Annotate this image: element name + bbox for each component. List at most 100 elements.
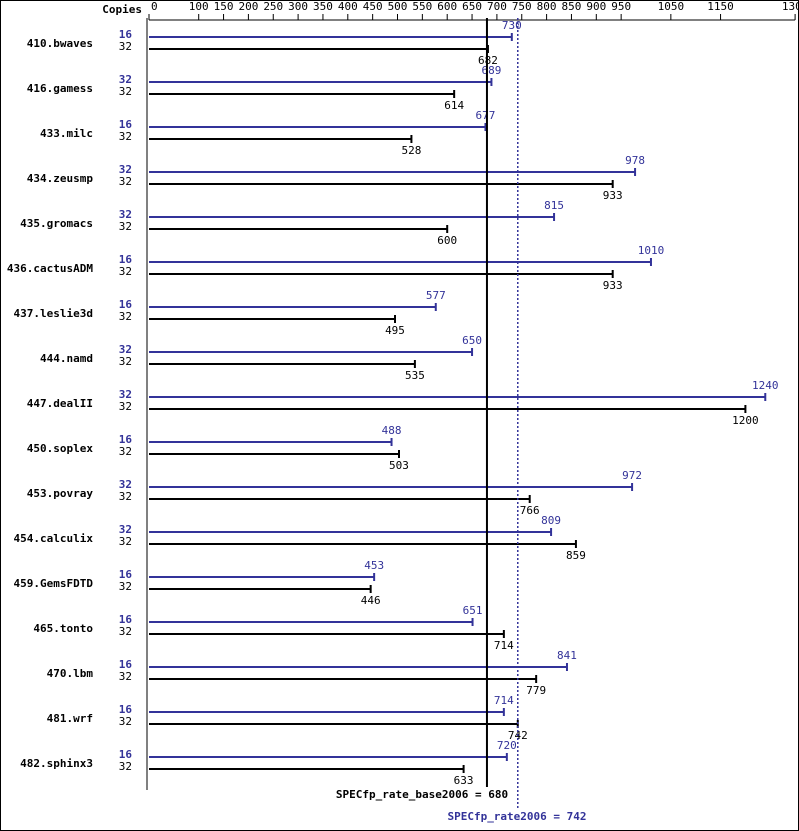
copies-label: 16: [119, 658, 133, 671]
x-tick-label: 100: [189, 0, 209, 13]
value-label: 614: [444, 99, 464, 112]
x-tick-label: 950: [611, 0, 631, 13]
x-tick-label: 650: [462, 0, 482, 13]
benchmark-label: 465.tonto: [33, 622, 93, 635]
copies-label: 16: [119, 253, 133, 266]
copies-label: 32: [119, 265, 132, 278]
copies-label: 16: [119, 28, 133, 41]
reference-label: SPECfp_rate2006 = 742: [447, 810, 586, 823]
value-label: 841: [557, 649, 577, 662]
value-label: 503: [389, 459, 409, 472]
reference-name: SPECfp_rate2006 =: [447, 810, 560, 823]
value-label: 488: [382, 424, 402, 437]
benchmark-label: 433.milc: [40, 127, 93, 140]
copies-label: 16: [119, 748, 133, 761]
copies-label: 32: [119, 343, 132, 356]
copies-label: 16: [119, 613, 133, 626]
value-label: 714: [494, 694, 514, 707]
value-label: 972: [622, 469, 642, 482]
x-tick-label: 250: [263, 0, 283, 13]
value-label: 446: [361, 594, 381, 607]
copies-label: 32: [119, 670, 132, 683]
benchmark-label: 470.lbm: [47, 667, 94, 680]
copies-label: 32: [119, 580, 132, 593]
value-label: 859: [566, 549, 586, 562]
benchmark-label: 435.gromacs: [20, 217, 93, 230]
value-label: 766: [520, 504, 540, 517]
benchmark-label: 481.wrf: [47, 712, 93, 725]
value-label: 730: [502, 19, 522, 32]
copies-label: 32: [119, 400, 132, 413]
value-label: 651: [463, 604, 483, 617]
value-label: 495: [385, 324, 405, 337]
x-tick-label: 750: [512, 0, 532, 13]
x-tick-label: 550: [412, 0, 432, 13]
benchmark-label: 434.zeusmp: [27, 172, 94, 185]
benchmark-label: 410.bwaves: [27, 37, 93, 50]
benchmark-label: 416.gamess: [27, 82, 93, 95]
value-label: 720: [497, 739, 517, 752]
value-label: 535: [405, 369, 425, 382]
copies-label: 32: [119, 478, 132, 491]
copies-label: 16: [119, 703, 133, 716]
benchmark-label: 436.cactusADM: [7, 262, 93, 275]
benchmark-label: 459.GemsFDTD: [14, 577, 94, 590]
x-tick-label: 850: [562, 0, 582, 13]
value-label: 633: [454, 774, 474, 787]
x-tick-label: 0: [151, 0, 158, 13]
x-tick-label: 900: [586, 0, 606, 13]
value-label: 933: [603, 189, 623, 202]
x-tick-label: 1050: [658, 0, 685, 13]
copies-label: 32: [119, 163, 132, 176]
value-label: 1010: [638, 244, 665, 257]
copies-label: 16: [119, 568, 133, 581]
x-tick-label: 800: [537, 0, 557, 13]
copies-label: 16: [119, 298, 133, 311]
copies-label: 32: [119, 490, 132, 503]
copies-label: 32: [119, 220, 132, 233]
value-label: 650: [462, 334, 482, 347]
benchmark-label: 444.namd: [40, 352, 93, 365]
value-label: 933: [603, 279, 623, 292]
x-tick-label: 500: [388, 0, 408, 13]
copies-label: 16: [119, 118, 133, 131]
value-label: 779: [526, 684, 546, 697]
reference-label: SPECfp_rate_base2006 = 680: [336, 788, 508, 801]
copies-label: 32: [119, 130, 132, 143]
copies-label: 16: [119, 433, 133, 446]
value-label: 577: [426, 289, 446, 302]
copies-label: 32: [119, 445, 132, 458]
benchmark-label: 447.dealII: [27, 397, 93, 410]
benchmark-label: 482.sphinx3: [20, 757, 93, 770]
value-label: 1200: [732, 414, 759, 427]
copies-label: 32: [119, 175, 132, 188]
copies-label: 32: [119, 208, 132, 221]
benchmark-label: 437.leslie3d: [14, 307, 93, 320]
copies-label: 32: [119, 760, 132, 773]
value-label: 978: [625, 154, 645, 167]
x-tick-label: 350: [313, 0, 333, 13]
x-tick-label: 400: [338, 0, 358, 13]
x-tick-label: 600: [437, 0, 457, 13]
value-label: 815: [544, 199, 564, 212]
reference-value: 742: [567, 810, 587, 823]
copies-label: 32: [119, 355, 132, 368]
benchmark-label: 453.povray: [27, 487, 94, 500]
value-label: 600: [437, 234, 457, 247]
copies-label: 32: [119, 535, 132, 548]
value-label: 528: [401, 144, 421, 157]
copies-label: 32: [119, 310, 132, 323]
value-label: 809: [541, 514, 561, 527]
x-tick-label: 700: [487, 0, 507, 13]
x-tick-label: 1300: [782, 0, 799, 13]
value-label: 714: [494, 639, 514, 652]
reference-name: SPECfp_rate_base2006 =: [336, 788, 482, 801]
value-label: 677: [476, 109, 496, 122]
value-label: 689: [481, 64, 501, 77]
x-tick-label: 1150: [707, 0, 734, 13]
x-tick-label: 450: [363, 0, 383, 13]
copies-label: 32: [119, 40, 132, 53]
copies-label: 32: [119, 625, 132, 638]
value-label: 1240: [752, 379, 779, 392]
